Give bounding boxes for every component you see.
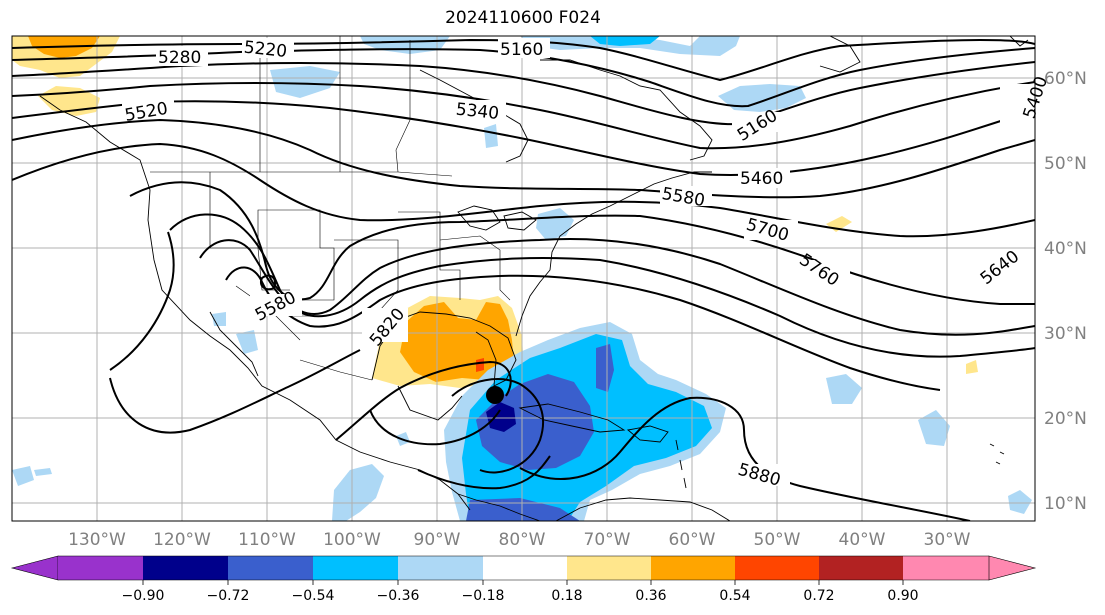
coastlines <box>39 36 1029 521</box>
colorbar-tick: 0.72 <box>803 588 834 604</box>
contour-label: 5160 <box>500 40 543 60</box>
lon-label: 70°W <box>584 530 631 550</box>
lon-label: 30°W <box>924 530 971 550</box>
lat-label: 10°N <box>1044 494 1087 514</box>
contour-label: 5340 <box>455 100 500 124</box>
contour-label: 5460 <box>740 169 783 189</box>
lat-label: 50°N <box>1044 154 1087 174</box>
lon-label: 120°W <box>153 530 211 550</box>
lat-label: 20°N <box>1044 409 1087 429</box>
colorbar-tick: 0.54 <box>719 588 750 604</box>
colorbar: −0.90 −0.72 −0.54 −0.36 −0.18 0.18 0.36 … <box>10 555 1037 604</box>
lon-label: 100°W <box>323 530 381 550</box>
colorbar-tick: −0.54 <box>292 588 335 604</box>
colorbar-tick: 0.18 <box>551 588 582 604</box>
contour-label: 5220 <box>243 38 288 62</box>
colorbar-tick: −0.90 <box>122 588 165 604</box>
map-plot-area <box>12 36 1035 521</box>
lon-label: 80°W <box>499 530 546 550</box>
lat-label: 60°N <box>1044 69 1087 89</box>
height-contours <box>12 38 1035 521</box>
lon-label: 60°W <box>669 530 716 550</box>
lat-label: 40°N <box>1044 239 1087 259</box>
map-frame <box>11 35 1036 522</box>
lon-label: 110°W <box>238 530 296 550</box>
lon-label: 130°W <box>68 530 126 550</box>
longitude-labels: 130°W 120°W 110°W 100°W 90°W 80°W 70°W 6… <box>68 530 971 550</box>
plot-title: 2024110600 F024 <box>445 8 601 28</box>
colorbar-tick: −0.72 <box>207 588 250 604</box>
lon-label: 50°W <box>754 530 801 550</box>
colorbar-tick: −0.18 <box>462 588 505 604</box>
lat-label: 30°N <box>1044 324 1087 344</box>
contour-label: 5280 <box>158 48 201 68</box>
lon-label: 40°W <box>839 530 886 550</box>
colorbar-tick: −0.36 <box>377 588 420 604</box>
colorbar-tick: 0.90 <box>887 588 918 604</box>
lon-label: 90°W <box>414 530 461 550</box>
colorbar-tick: 0.36 <box>635 588 666 604</box>
storm-center-marker <box>486 386 504 404</box>
latitude-labels: 60°N 50°N 40°N 30°N 20°N 10°N <box>1044 69 1087 514</box>
